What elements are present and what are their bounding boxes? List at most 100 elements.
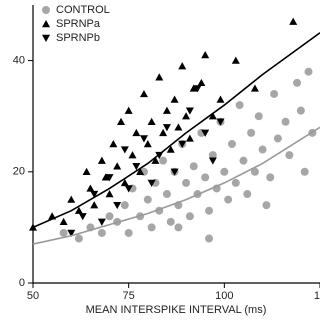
point [78,213,87,221]
point [231,178,240,187]
point [105,212,114,221]
point [162,124,171,132]
point [143,195,152,204]
point [109,140,118,148]
point [189,162,198,171]
y-tick-label: 40 [13,55,25,67]
point [281,117,290,126]
point [120,201,129,210]
point [193,85,202,93]
point [296,106,305,115]
point [105,190,114,198]
point [136,167,145,175]
point [224,195,233,204]
point [205,234,214,243]
point [166,217,175,226]
point [143,140,152,148]
point [162,106,171,114]
fit-curve [32,126,320,245]
point [227,140,236,148]
point [250,167,259,176]
point [216,118,225,126]
point [155,151,164,160]
point [220,167,229,176]
point [147,117,156,125]
point [97,156,106,164]
point [113,201,122,210]
point [159,156,168,165]
point [243,190,252,199]
point [74,234,83,243]
point [155,73,164,81]
y-tick-label: 0 [19,277,25,289]
point [120,178,129,187]
point [262,201,271,210]
point [105,174,114,182]
point [185,212,194,221]
point [247,128,256,137]
point [235,101,244,110]
fit-curve [32,32,320,229]
legend-marker [42,20,50,28]
point [170,95,179,103]
point [117,117,126,125]
point [166,145,175,153]
legend-marker [42,6,50,14]
point [82,167,91,175]
point [97,228,106,237]
x-tick-label: 50 [27,290,39,302]
point [97,218,106,226]
legend-label: SPRNPb [56,32,100,44]
point [178,62,187,70]
point [270,89,279,98]
point [147,223,156,232]
point [216,95,225,103]
legend-label: CONTROL [56,4,110,16]
point [258,145,267,154]
point [90,190,99,199]
point [170,168,179,176]
point [197,78,206,87]
point [201,51,210,59]
point [159,128,168,137]
point [201,173,210,182]
point [266,173,275,182]
point [189,84,198,92]
point [139,89,148,98]
point [178,140,187,148]
point [185,107,194,115]
point [239,156,248,165]
point [147,179,156,187]
point [254,112,263,121]
point [208,157,217,165]
point [151,156,160,164]
point [273,134,282,143]
point [304,67,313,76]
point [174,123,183,131]
point [128,151,137,159]
point [162,190,171,199]
point [67,229,76,237]
point [86,184,95,192]
point [124,185,133,193]
point [67,195,76,203]
point [285,151,294,160]
x-axis-label: MEAN INTERSPIKE INTERVAL (ms) [86,304,267,316]
point [182,112,191,120]
point [182,178,191,187]
point [293,78,302,87]
x-tick-label: 100 [215,290,233,302]
point [201,129,210,137]
point [124,228,133,237]
y-tick-label: 20 [13,166,25,178]
point [300,167,309,176]
point [250,84,259,92]
point [101,173,110,181]
point [132,128,141,137]
point [289,17,298,25]
point [74,206,83,214]
point [185,134,194,142]
point [132,163,141,171]
point [113,162,122,170]
